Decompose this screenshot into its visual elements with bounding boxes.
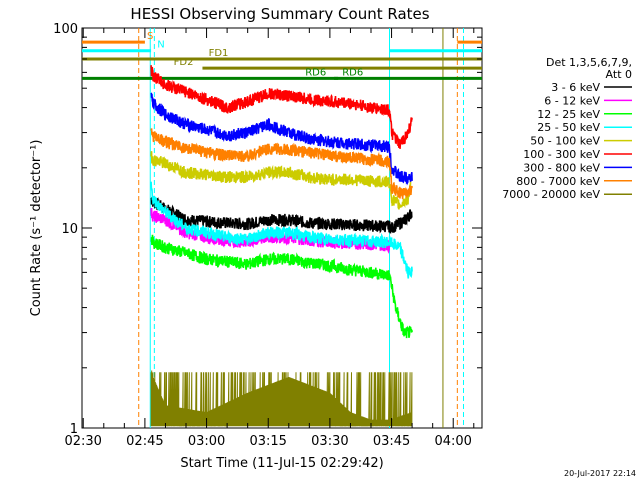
legend-entry-label: 12 - 25 keV <box>537 108 600 121</box>
y-tick-label: 10 <box>61 222 78 237</box>
legend-entry-label: 50 - 100 keV <box>530 135 600 148</box>
legend-entry-label: 25 - 50 keV <box>537 121 600 134</box>
legend-entry-label: 6 - 12 keV <box>544 94 600 107</box>
series-line <box>150 128 413 199</box>
series-line <box>150 181 413 279</box>
flag-label: FD2 <box>174 57 194 68</box>
x-tick-label: 03:30 <box>311 434 348 449</box>
x-tick-label: 03:45 <box>373 434 410 449</box>
legend-entry-label: 3 - 6 keV <box>551 81 600 94</box>
flag-label: RD6 <box>342 67 363 78</box>
x-tick-label: 02:45 <box>126 434 163 449</box>
plot-marks: SN FD1 FD2 RD6 RD6 <box>82 28 482 428</box>
y-tick-label: 1 <box>70 422 78 437</box>
series-line <box>150 196 413 234</box>
legend-entry-label: 100 - 300 keV <box>523 148 600 161</box>
legend-header: Det 1,3,5,6,7,9, <box>546 56 632 69</box>
series-line <box>150 151 413 210</box>
flag-label: RD6 <box>305 67 326 78</box>
y-tick-label: 100 <box>53 22 78 37</box>
legend-header: Att 0 <box>606 68 632 81</box>
y-axis-label: Count Rate (s⁻¹ detector⁻¹) <box>29 140 44 317</box>
x-tick-label: 03:15 <box>249 434 286 449</box>
x-tick-label: 04:00 <box>434 434 471 449</box>
series-line <box>150 370 413 427</box>
flag-label: N <box>157 40 164 51</box>
flag-label: S <box>147 31 153 42</box>
x-tick-label: 02:30 <box>64 434 101 449</box>
legend-entry-label: 800 - 7000 keV <box>516 175 600 188</box>
series-line <box>150 234 413 339</box>
axes: 1 10 100 02:30 02:45 03:00 03:15 03:30 03:45 04:0… <box>53 22 482 449</box>
flag-label: FD1 <box>209 48 229 59</box>
chart-title: HESSI Observing Summary Count Rates <box>130 5 429 23</box>
x-axis-label: Start Time (11-Jul-15 02:29:42) <box>180 456 383 471</box>
legend-entry-label: 300 - 800 keV <box>523 161 600 174</box>
x-tick-label: 03:00 <box>188 434 225 449</box>
series-line <box>150 92 413 186</box>
series-line <box>150 65 413 149</box>
footer-timestamp: 20-Jul-2017 22:14 <box>564 469 636 478</box>
plot-frame <box>81 27 483 429</box>
legend-entry-label: 7000 - 20000 keV <box>502 188 600 201</box>
